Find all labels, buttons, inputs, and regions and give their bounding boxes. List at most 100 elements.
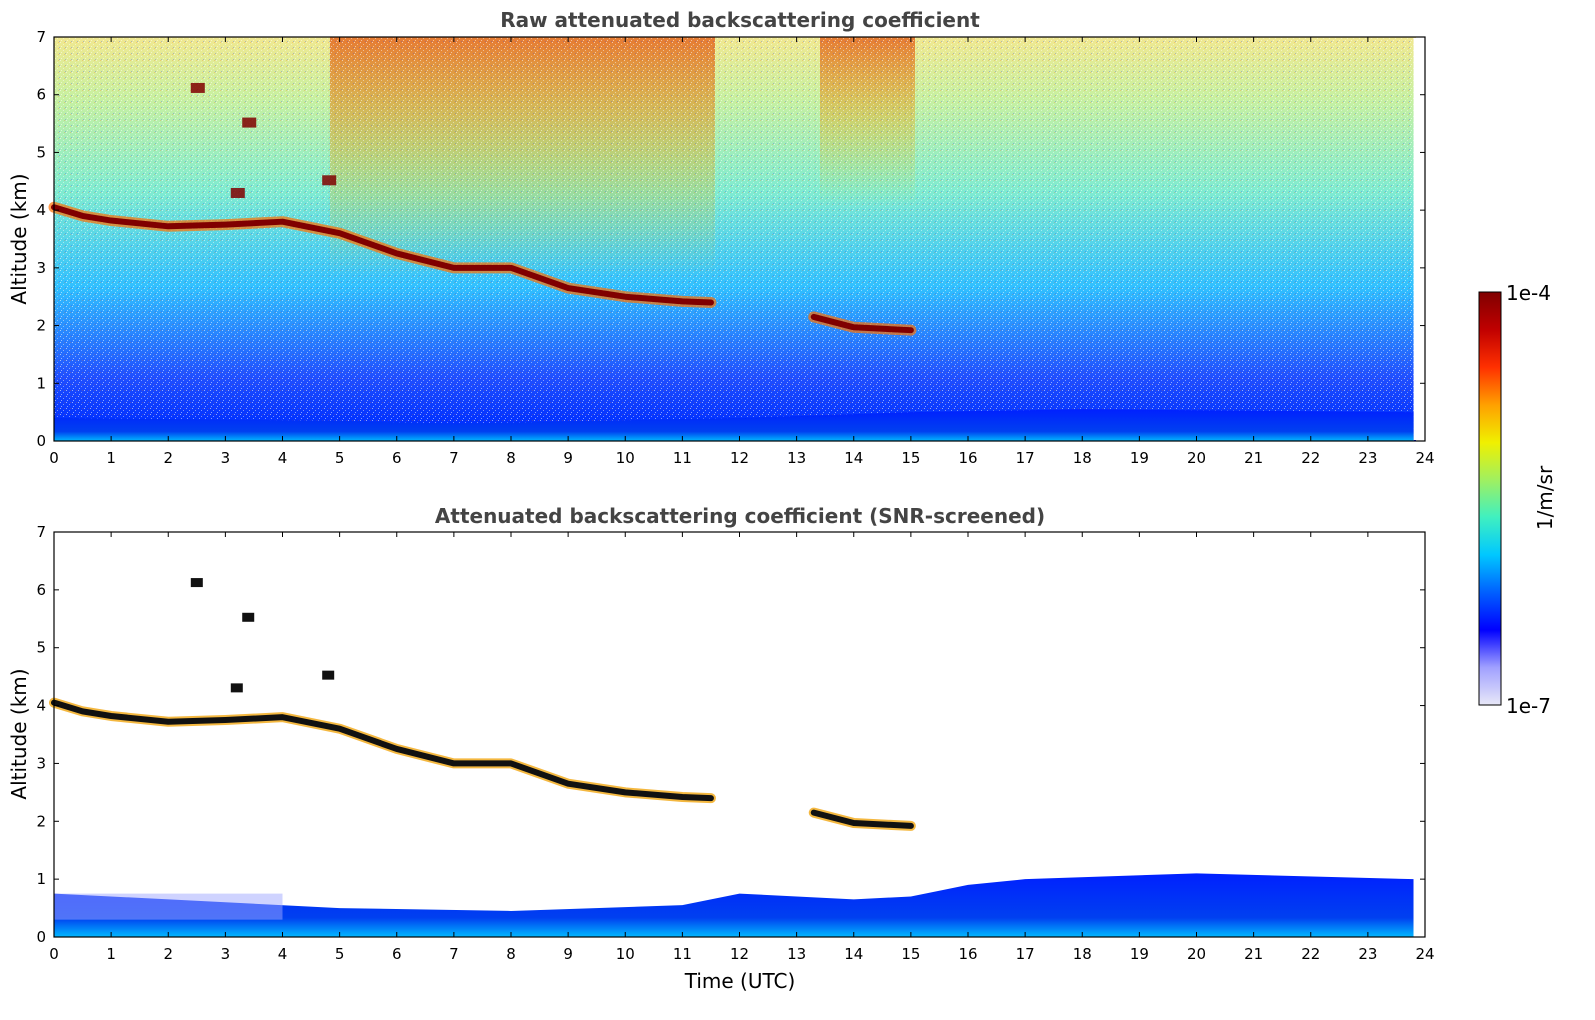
x-tick-label: 3 (221, 449, 231, 467)
screened-features (49, 533, 1424, 937)
no-data-strip (1413, 38, 1424, 440)
panel-1-x-ticks: 0 1 2 3 4 5 6 7 8 9 10 11 12 13 14 15 16 17 18 19 20 21 22 23 24 (49, 37, 1435, 467)
boundary-layer (54, 409, 1414, 441)
panel-2-title: Attenuated backscattering coefficient (S… (435, 504, 1045, 528)
colorbar-unit-label: 1/m/sr (1533, 465, 1557, 530)
y-tick-label: 7 (36, 28, 46, 46)
x-tick-label: 23 (1358, 449, 1377, 467)
x-tick-label: 22 (1301, 449, 1320, 467)
panel-1-y-label: Altitude (km) (7, 173, 31, 304)
y-tick-label: 1 (36, 374, 46, 392)
panel-2-y-ticks: 0 1 2 3 4 5 6 7 (36, 523, 1425, 946)
x-tick-label: 11 (673, 945, 692, 963)
cloud-layer (810, 313, 914, 334)
snr-screened-panel: Attenuated backscattering coefficient (S… (7, 504, 1435, 993)
cloud-fragment (230, 187, 245, 198)
screened-cloud-halo (49, 697, 716, 804)
x-tick-label: 13 (787, 449, 806, 467)
y-tick-label: 2 (36, 812, 46, 830)
no-data-strip (1413, 533, 1424, 936)
x-tick-label: 12 (730, 449, 749, 467)
screened-cloud-fragment (322, 670, 335, 680)
x-tick-label: 3 (221, 945, 231, 963)
x-tick-label: 9 (563, 945, 573, 963)
y-tick-label: 0 (36, 432, 46, 450)
x-tick-label: 21 (1244, 449, 1263, 467)
x-axis-label: Time (UTC) (684, 969, 796, 993)
cloud-fragment (322, 175, 337, 186)
colorbar-max-label: 1e-4 (1506, 281, 1551, 305)
x-tick-label: 15 (901, 449, 920, 467)
x-tick-label: 17 (1016, 945, 1035, 963)
x-tick-label: 19 (1130, 945, 1149, 963)
x-tick-label: 22 (1301, 945, 1320, 963)
screened-cloud-fragment (230, 683, 243, 693)
x-tick-label: 17 (1016, 449, 1035, 467)
screened-cloud-layer (810, 809, 914, 829)
x-tick-label: 18 (1073, 945, 1092, 963)
x-tick-label: 24 (1415, 449, 1434, 467)
x-tick-label: 2 (163, 945, 173, 963)
x-tick-label: 11 (673, 449, 692, 467)
y-tick-label: 2 (36, 317, 46, 335)
x-tick-label: 21 (1244, 945, 1263, 963)
raw-noise (54, 37, 1416, 441)
screened-cloud-fragment (190, 578, 203, 588)
x-tick-label: 16 (958, 449, 977, 467)
panel-2-x-ticks: 0 1 2 3 4 5 6 7 8 9 10 11 12 13 14 15 16 17 18 19 20 21 22 23 24 (49, 532, 1435, 963)
y-tick-label: 5 (36, 639, 46, 657)
x-tick-label: 12 (730, 945, 749, 963)
colorbar: 1e-4 1e-7 1/m/sr (1478, 281, 1557, 718)
panel-1-y-ticks: 0 1 2 3 4 5 6 7 (36, 28, 1425, 450)
y-tick-label: 0 (36, 928, 46, 946)
panel-2-y-label: Altitude (km) (7, 668, 31, 799)
x-tick-label: 10 (616, 945, 635, 963)
x-tick-label: 7 (449, 449, 459, 467)
x-tick-label: 6 (392, 449, 402, 467)
y-tick-label: 5 (36, 143, 46, 161)
screened-light-haze (54, 893, 283, 920)
x-tick-label: 4 (278, 945, 288, 963)
y-tick-label: 6 (36, 581, 46, 599)
colorbar-min-label: 1e-7 (1506, 694, 1551, 718)
x-tick-label: 20 (1187, 449, 1206, 467)
cloud-layer (51, 204, 714, 306)
x-tick-label: 10 (616, 449, 635, 467)
x-tick-label: 4 (278, 449, 288, 467)
x-tick-label: 15 (901, 945, 920, 963)
x-tick-label: 24 (1415, 945, 1434, 963)
x-tick-label: 23 (1358, 945, 1377, 963)
x-tick-label: 16 (958, 945, 977, 963)
y-tick-label: 3 (36, 259, 46, 277)
x-tick-label: 19 (1130, 449, 1149, 467)
x-tick-label: 20 (1187, 945, 1206, 963)
colorbar-bar (1478, 291, 1502, 706)
y-tick-label: 1 (36, 870, 46, 888)
x-tick-label: 8 (506, 945, 516, 963)
cloud-fragment (190, 82, 205, 93)
x-tick-label: 9 (563, 449, 573, 467)
x-tick-label: 8 (506, 449, 516, 467)
screened-cloud-fragment (242, 612, 255, 622)
x-tick-label: 6 (392, 945, 402, 963)
raw-backscatter-panel: Raw attenuated backscattering coefficien… (7, 8, 1435, 467)
x-tick-label: 18 (1073, 449, 1092, 467)
x-tick-label: 2 (163, 449, 173, 467)
x-tick-label: 0 (49, 449, 59, 467)
y-tick-label: 7 (36, 523, 46, 541)
y-tick-label: 4 (36, 201, 46, 219)
screened-cloud-layer (51, 699, 714, 802)
x-tick-label: 1 (106, 945, 116, 963)
x-tick-label: 1 (106, 449, 116, 467)
x-tick-label: 14 (844, 945, 863, 963)
x-tick-label: 7 (449, 945, 459, 963)
cloud-fragment (242, 117, 257, 128)
x-tick-label: 5 (335, 945, 345, 963)
x-tick-label: 13 (787, 945, 806, 963)
x-tick-label: 5 (335, 449, 345, 467)
x-tick-label: 14 (844, 449, 863, 467)
panel-1-title: Raw attenuated backscattering coefficien… (500, 8, 980, 32)
snr-screened-heatmap (49, 533, 1424, 937)
raw-cloud-features (48, 38, 1424, 441)
